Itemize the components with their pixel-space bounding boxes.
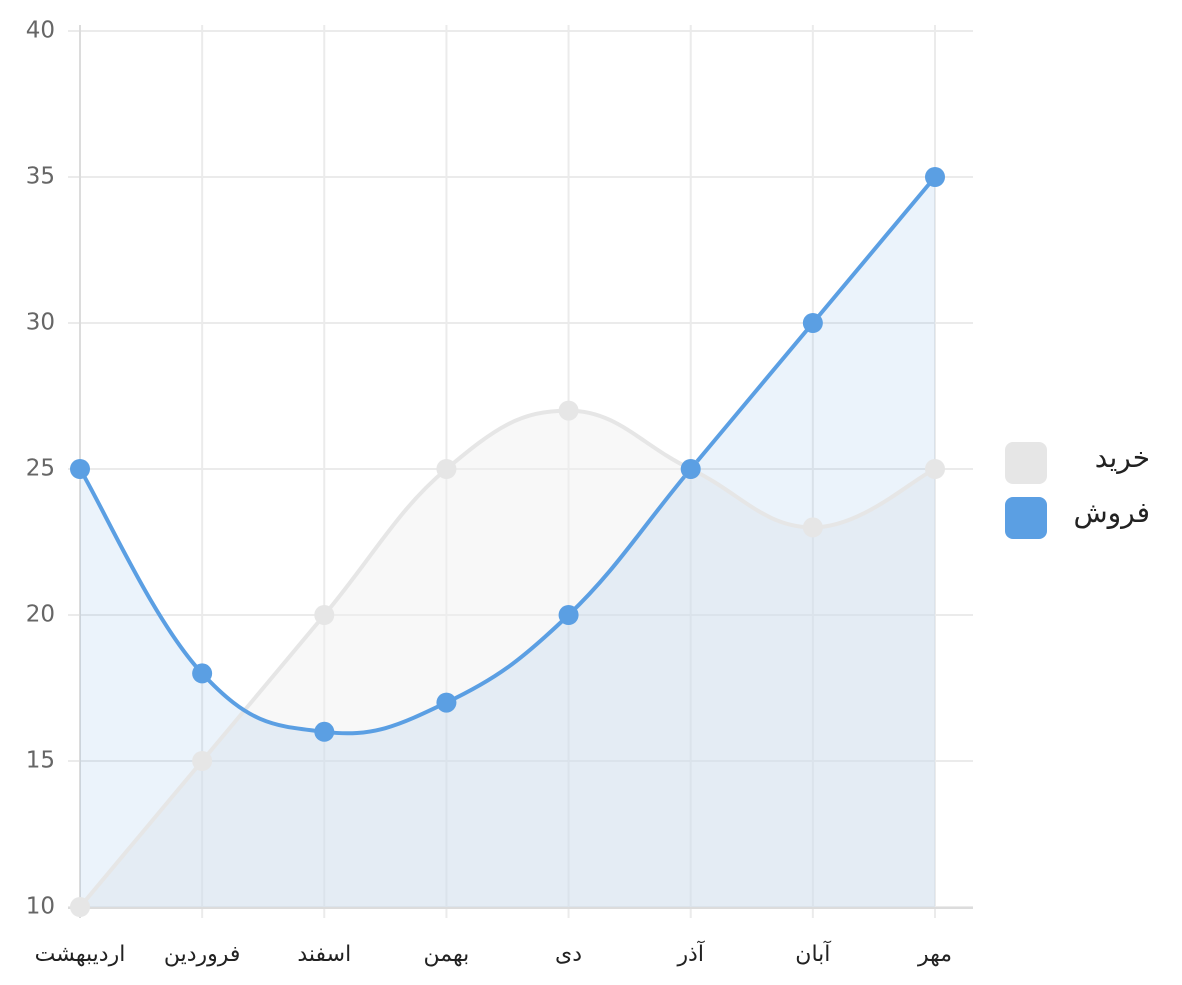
point <box>192 751 213 771</box>
y-tick-label: 25 <box>26 456 55 482</box>
x-tick-label: مهر <box>917 942 952 967</box>
x-tick-label: آبان <box>795 940 831 967</box>
series-area <box>80 177 935 907</box>
point <box>314 605 335 625</box>
y-tick-label: 15 <box>26 748 55 774</box>
point <box>802 517 823 538</box>
point <box>70 897 90 917</box>
point <box>925 167 945 187</box>
point <box>680 459 701 479</box>
point <box>558 605 579 625</box>
point <box>436 459 457 479</box>
series-area <box>80 410 935 907</box>
point <box>802 313 823 333</box>
y-tick-label: 10 <box>26 894 55 920</box>
y-tick-label: 35 <box>26 164 55 190</box>
point <box>70 459 90 479</box>
point <box>925 459 945 479</box>
point <box>192 663 213 684</box>
point <box>558 400 579 421</box>
point <box>314 721 335 742</box>
x-tick-label: اردیبهشت <box>35 942 126 967</box>
point <box>436 692 457 713</box>
y-tick-label: 30 <box>26 310 55 336</box>
x-tick-label: فروردین <box>164 942 241 967</box>
legend-label: فروش <box>1073 496 1150 529</box>
x-tick-label: بهمن <box>424 942 470 967</box>
y-tick-label: 20 <box>26 602 55 628</box>
legend-label: خرید <box>1095 441 1150 474</box>
legend-swatch <box>1005 442 1047 484</box>
x-tick-label: آذر <box>676 940 704 967</box>
x-tick-label: دی <box>555 942 582 967</box>
y-tick-label: 40 <box>26 18 55 44</box>
x-tick-label: اسفند <box>297 942 351 967</box>
legend-swatch <box>1005 497 1047 539</box>
series-line <box>78 408 936 909</box>
